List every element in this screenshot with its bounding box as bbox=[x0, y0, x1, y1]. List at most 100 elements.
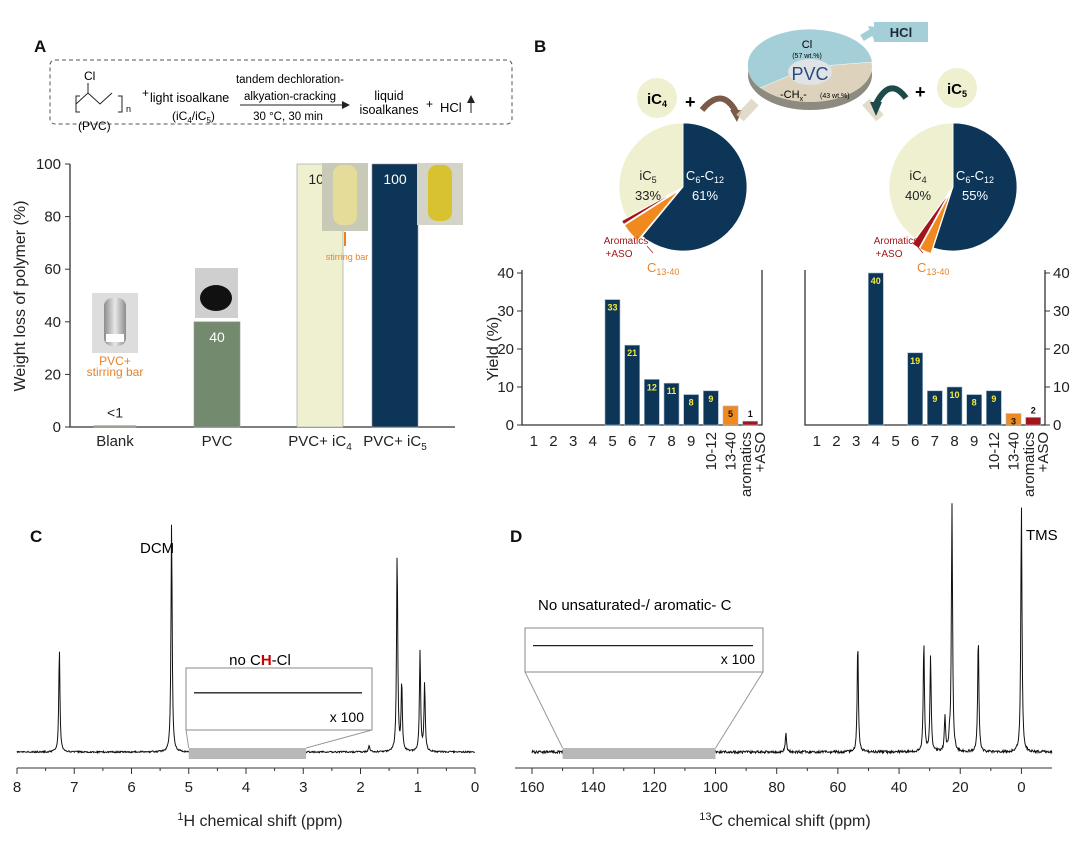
vial-blank-content bbox=[106, 334, 124, 342]
pie-label-aso: +ASO bbox=[606, 249, 633, 260]
pie-pct: 61% bbox=[692, 188, 718, 203]
pie-slice bbox=[621, 189, 679, 225]
pie-label-aso: +ASO bbox=[876, 249, 903, 260]
bar-value-label: 9 bbox=[932, 394, 937, 404]
bar-value-label: 1 bbox=[748, 409, 753, 419]
x-tick-label: 2 bbox=[356, 779, 364, 796]
zoom-region bbox=[188, 748, 307, 759]
x-tick-label: 5 bbox=[185, 779, 193, 796]
y-tick-label: 40 bbox=[497, 265, 514, 282]
chx-wt: (43 wt.%) bbox=[820, 93, 850, 100]
x-category-label: 7 bbox=[931, 433, 939, 450]
y-tick-label: 30 bbox=[1053, 303, 1070, 320]
x-tick-label: 0 bbox=[471, 779, 479, 796]
inset-box bbox=[185, 667, 373, 731]
hcl-product: HCl bbox=[440, 100, 462, 115]
scheme-plus: + bbox=[142, 86, 149, 100]
x-category-label: 1 bbox=[530, 433, 538, 450]
x-category-label: aromatics bbox=[738, 432, 755, 497]
bar-value-label: 11 bbox=[667, 386, 677, 396]
panel-label-a: A bbox=[34, 37, 46, 56]
bar-value-label: 40 bbox=[871, 276, 881, 286]
x-category-label: 3 bbox=[852, 433, 860, 450]
axis bbox=[521, 270, 763, 426]
y-axis-label: Yield (%) bbox=[485, 317, 502, 381]
y-tick-label: 40 bbox=[1053, 265, 1070, 282]
vial-note-2: stirring bar bbox=[87, 365, 144, 379]
x-category-label: Blank bbox=[96, 433, 134, 450]
bar-value-label: 9 bbox=[708, 394, 713, 404]
hcl-box-label: HCl bbox=[890, 25, 912, 40]
bar-value-label: <1 bbox=[107, 405, 123, 421]
x-tick-label: 160 bbox=[519, 779, 544, 796]
bar bbox=[1025, 417, 1041, 426]
bar bbox=[1005, 413, 1022, 426]
bar bbox=[604, 299, 621, 426]
pie-label-aromatics: Aromatics bbox=[604, 236, 648, 247]
bar-value-label: 33 bbox=[607, 303, 617, 313]
x-axis-label: 13C chemical shift (ppm) bbox=[699, 811, 870, 830]
x-category-label: 6 bbox=[911, 433, 919, 450]
pie-slice bbox=[641, 122, 748, 252]
x-category-label: 8 bbox=[667, 433, 675, 450]
pie-label-aromatics: Aromatics bbox=[874, 236, 918, 247]
bar-value-label: 21 bbox=[627, 348, 637, 358]
x-category-label: +ASO bbox=[752, 432, 769, 472]
y-tick-label: 0 bbox=[1053, 417, 1061, 434]
no-unsaturated-label: No unsaturated-/ aromatic- C bbox=[538, 597, 732, 614]
pvc-structure bbox=[75, 83, 123, 113]
bar-value-label: 19 bbox=[910, 356, 920, 366]
pie-pct: 40% bbox=[905, 188, 931, 203]
y-tick-label: 20 bbox=[44, 366, 61, 383]
x-category-label: PVC+ iC5 bbox=[363, 433, 427, 453]
x-category-label: 5 bbox=[891, 433, 899, 450]
x-category-label: 6 bbox=[628, 433, 636, 450]
bar bbox=[927, 390, 943, 426]
y-tick-label: 100 bbox=[36, 156, 61, 173]
vial-ic4 bbox=[333, 165, 357, 225]
bar-value-label: 8 bbox=[689, 398, 694, 408]
panel-label-c: C bbox=[30, 527, 42, 546]
reaction-scheme: Cl n (PVC) + light isoalkane (iC4/iC5) t… bbox=[49, 59, 513, 133]
y-tick-label: 10 bbox=[497, 379, 514, 396]
bar bbox=[624, 344, 640, 426]
pvc-label: (PVC) bbox=[78, 119, 111, 133]
bar-value-label: 40 bbox=[209, 329, 225, 345]
inset-connector bbox=[305, 729, 373, 749]
inset-connector bbox=[715, 671, 764, 749]
y-tick-label: 40 bbox=[44, 314, 61, 331]
pie-pct: 55% bbox=[962, 188, 988, 203]
leader-line bbox=[646, 245, 654, 254]
bar-value-label: 8 bbox=[972, 398, 977, 408]
pie-slice bbox=[888, 122, 954, 240]
x-tick-label: 60 bbox=[830, 779, 847, 796]
x-tick-label: 20 bbox=[952, 779, 969, 796]
chx-label: -CHx- bbox=[780, 89, 807, 103]
x-category-label: 13-40 bbox=[723, 432, 740, 470]
pie-slice bbox=[932, 122, 1018, 252]
bar-value-label: 2 bbox=[1031, 405, 1036, 415]
inset-connector bbox=[185, 729, 190, 749]
magnification-label: x 100 bbox=[330, 709, 364, 725]
bar-value-label: 10 bbox=[950, 390, 960, 400]
bar bbox=[371, 163, 419, 428]
disk-center bbox=[788, 59, 832, 85]
vial-note-3: stirring bar bbox=[326, 252, 369, 262]
bar bbox=[742, 420, 758, 426]
y-tick-label: 0 bbox=[53, 419, 61, 436]
magnification-label: x 100 bbox=[721, 651, 755, 667]
x-tick-label: 8 bbox=[13, 779, 21, 796]
bar bbox=[703, 390, 719, 426]
bar bbox=[644, 379, 660, 426]
y-tick-label: 10 bbox=[1053, 379, 1070, 396]
bar bbox=[193, 321, 241, 428]
curved-arrow-icon bbox=[873, 85, 909, 106]
hcl-box bbox=[874, 22, 928, 42]
cl-wt: (57 wt.%) bbox=[792, 53, 822, 60]
x-category-label: aromatics bbox=[1021, 432, 1038, 497]
ic4-circle bbox=[637, 78, 677, 118]
x-tick-label: 0 bbox=[1017, 779, 1025, 796]
y-tick-label: 80 bbox=[44, 209, 61, 226]
